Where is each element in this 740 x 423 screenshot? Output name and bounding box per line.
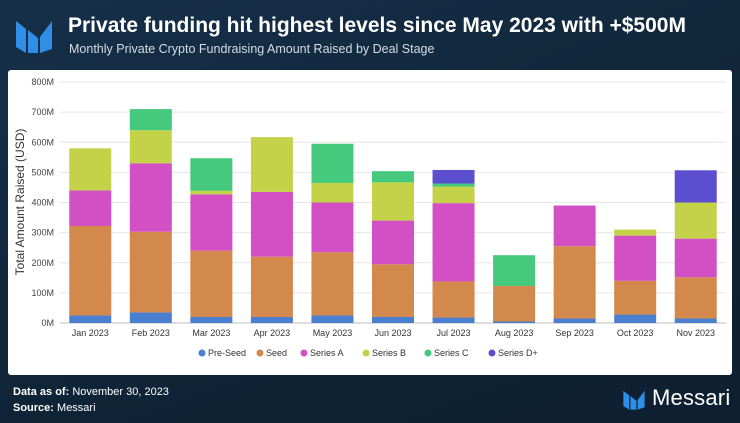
- bar-segment-pre-seed: [432, 317, 475, 323]
- legend-label: Series C: [434, 348, 469, 358]
- legend-swatch: [256, 349, 264, 357]
- bar-segment-pre-seed: [129, 312, 172, 323]
- bar-segment-series-b: [129, 130, 172, 164]
- y-tick-label: 100M: [31, 288, 54, 298]
- legend-item: Seed: [256, 348, 287, 358]
- x-tick-label: Apr 2023: [254, 328, 291, 338]
- stacked-bar-chart: Total Amount Raised (USD) 0M 100M 200M 300M…: [13, 77, 726, 358]
- bar-segment-series-b: [674, 202, 717, 239]
- bar-segment-series-d-: [432, 169, 475, 184]
- y-tick-label: 500M: [31, 167, 54, 177]
- legend-item: Series C: [424, 348, 469, 358]
- bar-segment-seed: [250, 256, 293, 317]
- legend-item: Series D+: [488, 348, 538, 358]
- legend-label: Seed: [266, 348, 287, 358]
- legend-item: Pre-Seed: [198, 348, 246, 358]
- messari-brand-icon: [623, 390, 645, 410]
- brand-name: Messari: [652, 385, 731, 410]
- bar-segment-series-b: [311, 182, 354, 203]
- bar-segment-series-c: [493, 255, 536, 286]
- legend-label: Series D+: [498, 348, 538, 358]
- bar-segment-series-b: [432, 186, 475, 204]
- bar-segment-series-a: [674, 238, 717, 278]
- x-tick-label: Sep 2023: [555, 328, 594, 338]
- bar-segment-series-d-: [674, 170, 717, 203]
- bar-segment-series-a: [553, 205, 596, 247]
- bar-segment-seed: [493, 285, 536, 322]
- data-as-of: Data as of: November 30, 2023: [13, 386, 169, 398]
- legend-item: Series B: [362, 348, 406, 358]
- x-tick-label: Feb 2023: [132, 328, 170, 338]
- bar-segment-seed: [614, 280, 657, 315]
- footer-info: Data as of: November 30, 2023 Source: Me…: [13, 384, 169, 416]
- y-axis-label: Total Amount Raised (USD): [13, 129, 27, 276]
- y-tick-label: 600M: [31, 137, 54, 147]
- legend-swatch: [300, 349, 308, 357]
- x-tick-label: Oct 2023: [617, 328, 654, 338]
- page-subtitle: Monthly Private Crypto Fundraising Amoun…: [69, 42, 435, 56]
- bar-segment-series-b: [190, 190, 233, 195]
- bar-segment-series-c: [129, 109, 172, 131]
- bar-segment-seed: [311, 252, 354, 316]
- x-tick-label: Jun 2023: [374, 328, 411, 338]
- y-tick-label: 0M: [41, 318, 54, 328]
- bar-segment-pre-seed: [372, 316, 414, 323]
- legend-swatch: [198, 349, 206, 357]
- bar-segment-pre-seed: [493, 321, 536, 323]
- bar-segment-seed: [553, 246, 596, 319]
- bar-segment-seed: [372, 264, 414, 317]
- legend-label: Series A: [310, 348, 344, 358]
- bar-segment-series-c: [372, 171, 414, 183]
- bar-segment-seed: [190, 250, 233, 317]
- bar-segment-series-a: [614, 235, 657, 281]
- y-tick-label: 200M: [31, 258, 54, 268]
- legend-item: Series A: [300, 348, 344, 358]
- bar-segment-seed: [69, 225, 112, 316]
- bar-segment-series-c: [190, 158, 233, 191]
- legend-swatch: [488, 349, 496, 357]
- bar-segment-pre-seed: [311, 315, 354, 323]
- legend-swatch: [424, 349, 432, 357]
- bar-segment-series-b: [250, 137, 293, 192]
- bar-segment-seed: [129, 231, 172, 313]
- messari-logo-icon: [16, 21, 52, 53]
- bar-segment-series-c: [311, 143, 354, 183]
- bar-segment-series-a: [190, 194, 233, 251]
- bar-segment-pre-seed: [553, 318, 596, 323]
- bar-segment-series-a: [372, 220, 414, 265]
- x-tick-label: May 2023: [313, 328, 353, 338]
- y-tick-label: 800M: [31, 77, 54, 87]
- legend-label: Series B: [372, 348, 406, 358]
- bar-segment-series-a: [129, 163, 172, 232]
- bar-segment-pre-seed: [190, 316, 233, 323]
- y-tick-label: 400M: [31, 198, 54, 208]
- bar-segment-seed: [674, 277, 717, 319]
- x-tick-label: Mar 2023: [192, 328, 230, 338]
- y-tick-label: 700M: [31, 107, 54, 117]
- legend-swatch: [362, 349, 370, 357]
- x-tick-label: Jan 2023: [72, 328, 109, 338]
- bar-segment-pre-seed: [614, 314, 657, 323]
- chart-panel: Total Amount Raised (USD) 0M 100M 200M 300M…: [8, 70, 732, 375]
- legend-label: Pre-Seed: [208, 348, 246, 358]
- bar-segment-pre-seed: [674, 318, 717, 323]
- bar-segment-pre-seed: [250, 316, 293, 323]
- bar-segment-seed: [432, 281, 475, 318]
- bar-segment-series-a: [432, 203, 475, 282]
- x-tick-label: Aug 2023: [495, 328, 534, 338]
- bar-segment-series-a: [311, 202, 354, 253]
- bar-segment-series-b: [69, 148, 112, 191]
- x-tick-label: Jul 2023: [437, 328, 471, 338]
- page-title: Private funding hit highest levels since…: [68, 14, 686, 37]
- y-tick-label: 300M: [31, 228, 54, 238]
- bar-segment-pre-seed: [69, 315, 112, 323]
- bar-segment-series-a: [250, 191, 293, 257]
- bar-segment-series-b: [372, 182, 414, 221]
- source-note: Source: Messari: [13, 402, 96, 414]
- bar-segment-series-b: [614, 229, 657, 236]
- bar-segment-series-a: [69, 190, 112, 226]
- bar-segment-series-c: [432, 183, 475, 187]
- x-tick-label: Nov 2023: [676, 328, 715, 338]
